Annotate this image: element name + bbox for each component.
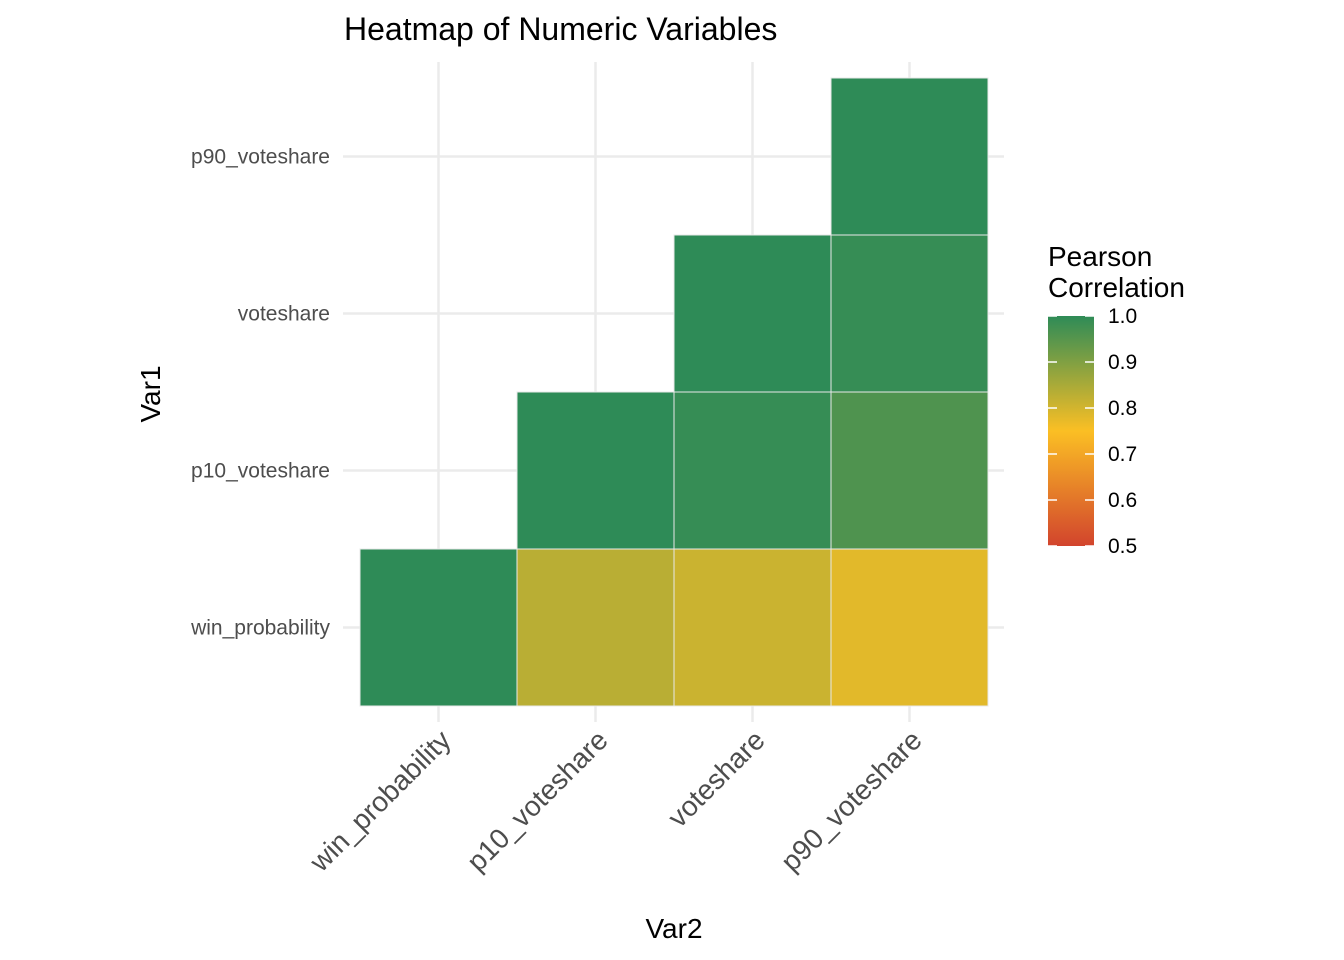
x-tick-label: p90_voteshare: [775, 724, 928, 877]
legend-tick-label: 0.8: [1108, 397, 1137, 420]
chart-title: Heatmap of Numeric Variables: [344, 11, 777, 47]
legend-colorbar: [1048, 316, 1094, 546]
heatmap-cell: [516, 548, 675, 707]
legend-tick-label: 0.9: [1108, 351, 1137, 374]
legend-tick-label: 0.6: [1108, 489, 1137, 512]
legend-tick-label: 1.0: [1108, 305, 1137, 328]
heatmap-cell: [516, 391, 675, 550]
heatmap-cell: [830, 391, 989, 550]
heatmap-cell: [673, 548, 832, 707]
heatmap-cell: [673, 234, 832, 393]
legend-title-line-2: Correlation: [1048, 272, 1185, 303]
y-tick-labels: win_probability p10_voteshare voteshare p90…: [190, 146, 330, 640]
legend-tick-label: 0.7: [1108, 443, 1137, 466]
x-tick-label: p10_voteshare: [461, 724, 614, 877]
x-tick-label: voteshare: [662, 724, 771, 833]
heatmap-cells: [359, 77, 989, 707]
y-axis-title: Var1: [135, 365, 166, 422]
legend-tick-label: 0.5: [1108, 535, 1137, 558]
x-tick-labels: win_probability p10_voteshare voteshare p90…: [303, 724, 928, 878]
heatmap-cell: [830, 234, 989, 393]
color-legend: Pearson Correlation 1.0 0.9 0.8 0.7 0.6 0.5: [1048, 241, 1185, 558]
y-tick-label: voteshare: [238, 303, 330, 326]
heatmap-cell: [830, 77, 989, 236]
y-tick-label: p90_voteshare: [191, 146, 330, 169]
legend-ticks: 1.0 0.9 0.8 0.7 0.6 0.5: [1048, 305, 1137, 558]
heatmap-cell: [830, 548, 989, 707]
x-axis-title: Var2: [645, 913, 702, 944]
heatmap-cell: [673, 391, 832, 550]
y-tick-label: win_probability: [190, 617, 330, 640]
legend-title-line-1: Pearson: [1048, 241, 1152, 272]
x-tick-label: win_probability: [303, 724, 457, 878]
y-tick-label: p10_voteshare: [191, 460, 330, 483]
heatmap-cell: [359, 548, 518, 707]
